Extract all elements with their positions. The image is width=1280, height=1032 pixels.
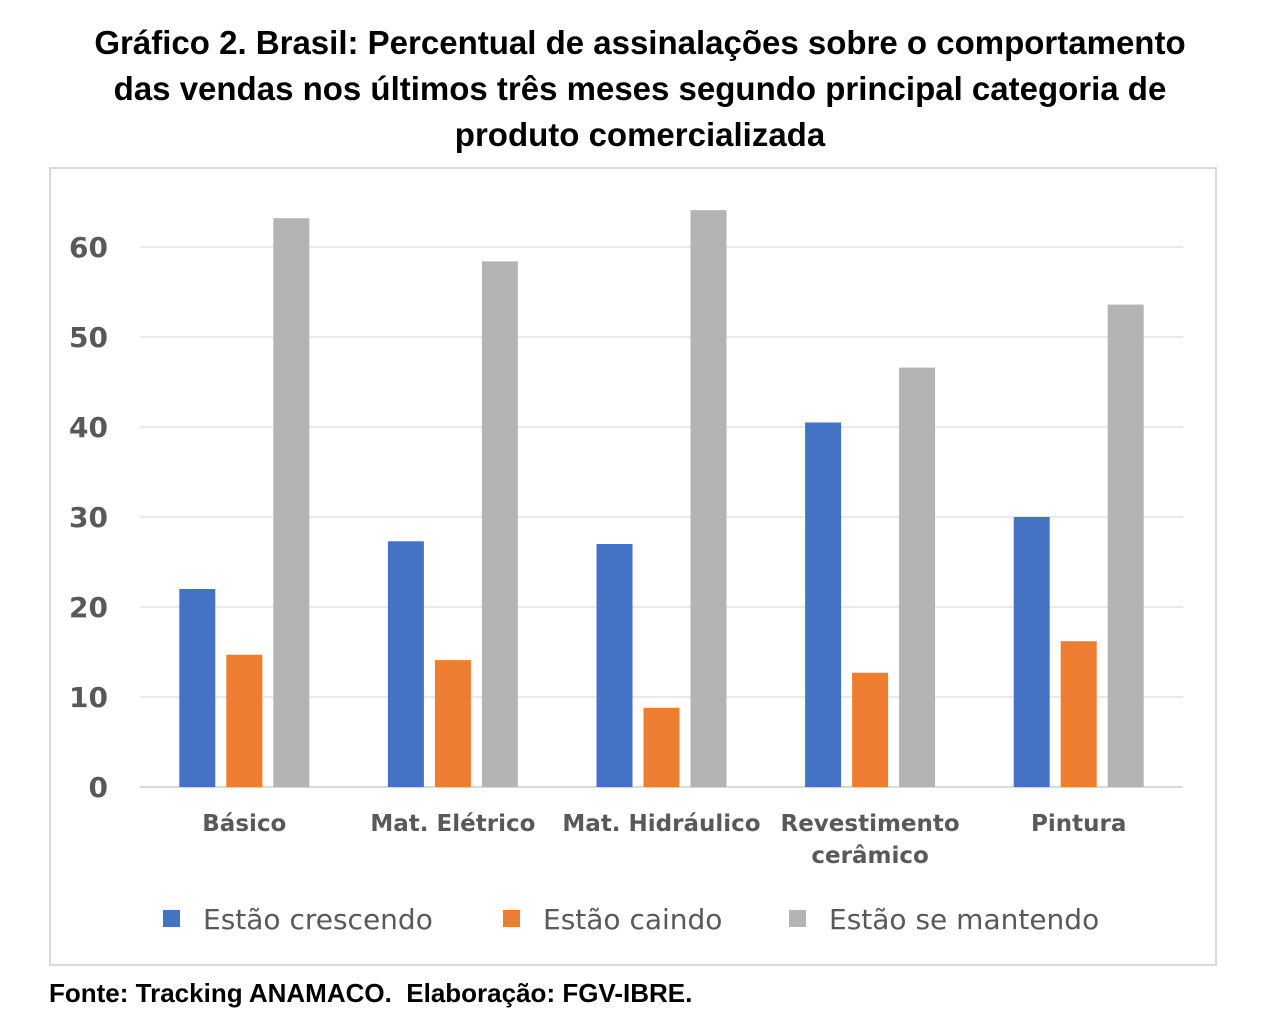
y-tick-label: 20 xyxy=(69,591,108,624)
bar xyxy=(899,367,936,787)
y-tick-label: 30 xyxy=(69,501,108,534)
bar xyxy=(1107,304,1144,787)
bar xyxy=(690,210,727,788)
bar xyxy=(273,218,310,787)
bar xyxy=(481,261,518,787)
bar xyxy=(387,541,424,787)
legend-swatch xyxy=(789,910,806,927)
chart-title-line: produto comercializada xyxy=(454,116,826,153)
y-tick-label: 60 xyxy=(69,231,108,264)
bar xyxy=(596,544,633,787)
bar xyxy=(643,707,680,787)
bar xyxy=(1060,641,1097,787)
x-tick-label: Mat. Hidráulico xyxy=(562,811,760,837)
chart-title-line: Gráfico 2. Brasil: Percentual de assinal… xyxy=(94,24,1186,61)
x-tick-label: Revestimento xyxy=(780,811,959,837)
legend-label: Estão se mantendo xyxy=(829,903,1099,936)
legend-swatch xyxy=(163,910,180,927)
legend-label: Estão caindo xyxy=(543,903,722,936)
bar xyxy=(852,672,889,787)
y-tick-label: 10 xyxy=(69,681,108,714)
y-tick-label: 40 xyxy=(69,411,108,444)
bar xyxy=(434,660,471,787)
x-tick-label: Mat. Elétrico xyxy=(370,811,535,837)
legend-label: Estão crescendo xyxy=(203,903,433,936)
x-tick-label: Pintura xyxy=(1031,811,1126,837)
legend-swatch xyxy=(503,910,520,927)
chart-title-line: das vendas nos últimos três meses segund… xyxy=(113,70,1167,107)
x-tick-label: cerâmico xyxy=(811,843,928,869)
bar xyxy=(1013,517,1050,787)
y-tick-label: 0 xyxy=(89,771,108,804)
bar xyxy=(179,589,216,787)
bar xyxy=(226,654,263,787)
source-note: Fonte: Tracking ANAMACO. Elaboração: FGV… xyxy=(49,978,693,1008)
bar xyxy=(805,422,842,787)
y-tick-label: 50 xyxy=(69,321,108,354)
x-tick-label: Básico xyxy=(202,811,286,837)
chart-title: Gráfico 2. Brasil: Percentual de assinal… xyxy=(0,20,1280,158)
